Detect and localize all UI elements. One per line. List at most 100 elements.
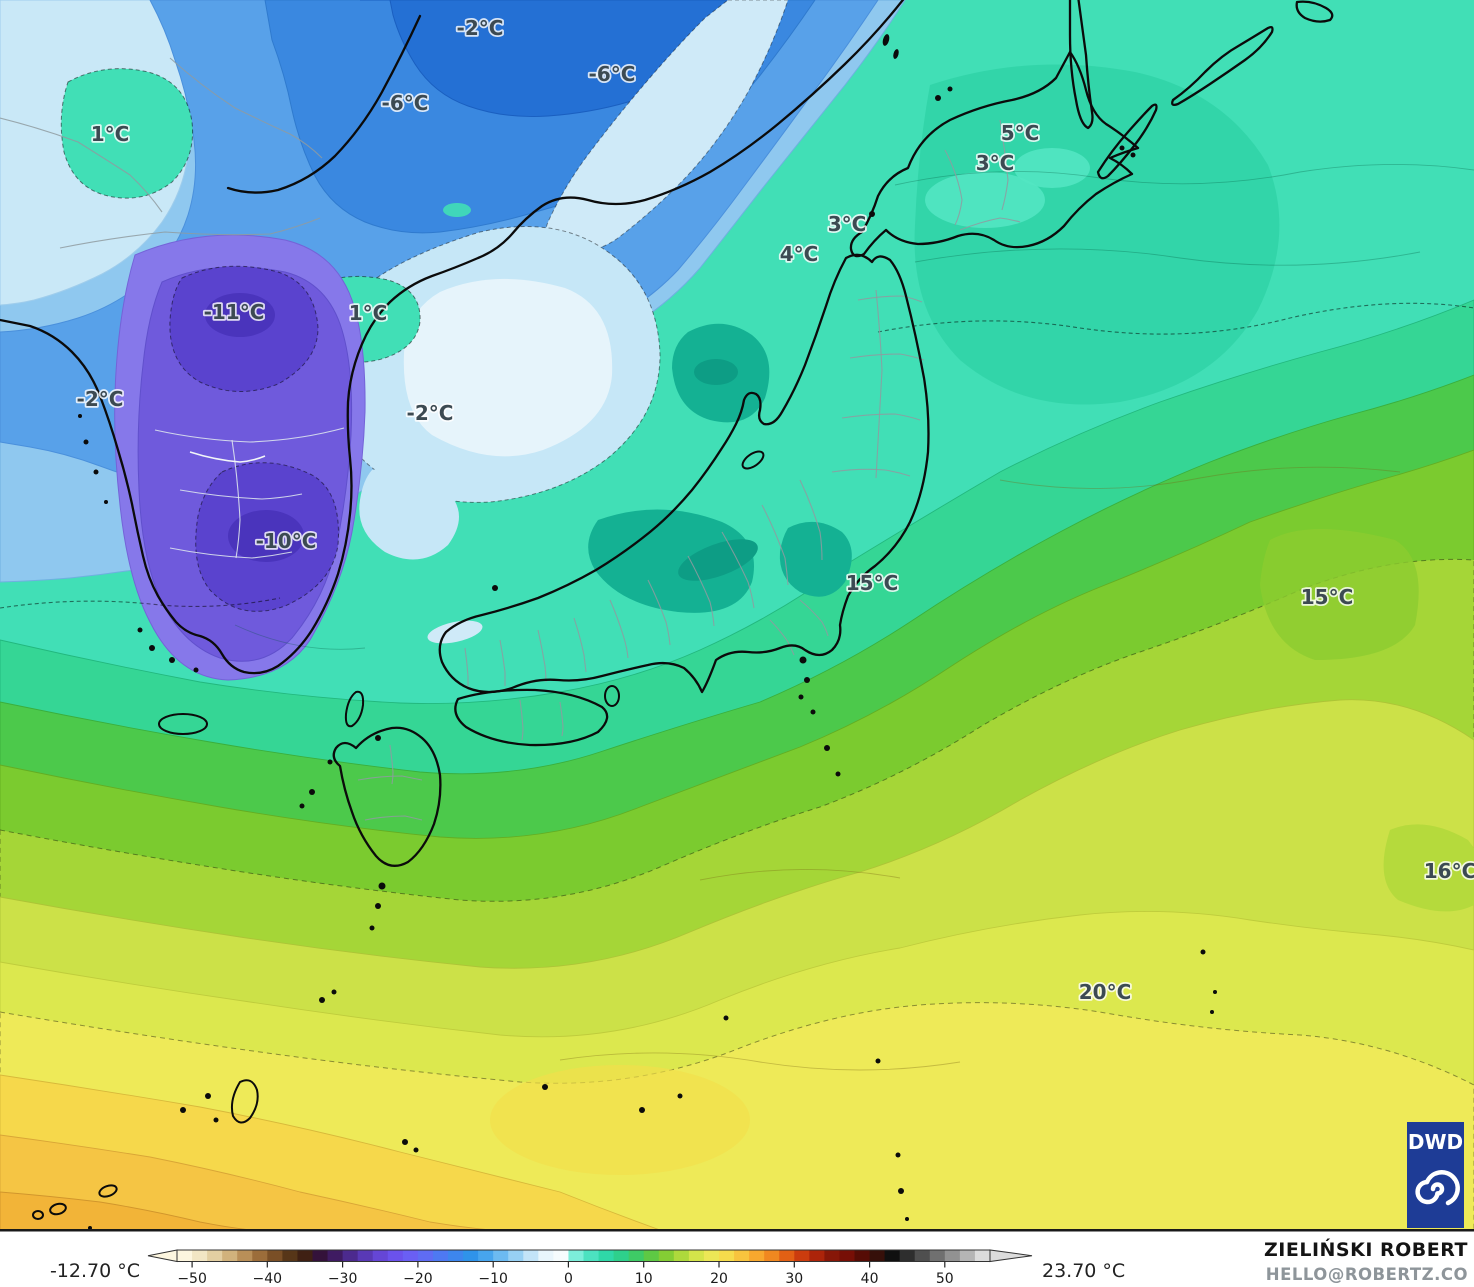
colorbar-cell xyxy=(493,1250,509,1262)
colorbar-cell xyxy=(417,1250,434,1262)
contact-email: HELLO@ROBERTZ.CO xyxy=(1266,1265,1468,1284)
temperature-label: -2°C xyxy=(77,387,124,411)
mainland-korea-coast xyxy=(0,0,905,675)
temperature-label: 5°C xyxy=(1001,121,1040,145)
colorbar-cell xyxy=(869,1250,886,1262)
colorbar-cell xyxy=(312,1250,329,1262)
colorbar-cell xyxy=(553,1250,570,1262)
dwd-logo: DWD xyxy=(1407,1122,1464,1228)
colorbar-cell xyxy=(327,1250,344,1262)
colorbar-cell xyxy=(478,1250,494,1262)
colorbar-gradient xyxy=(177,1250,991,1262)
hokkaido-coast xyxy=(849,50,1140,258)
colorbar-min-value: -12.70 °C xyxy=(50,1260,140,1282)
colorbar-cell xyxy=(538,1250,554,1262)
colorbar-cell xyxy=(719,1250,735,1262)
colorbar-right-arrow xyxy=(989,1249,1033,1263)
colorbar-cell xyxy=(749,1250,765,1262)
colorbar-cell xyxy=(959,1250,976,1262)
colorbar-cell xyxy=(779,1250,795,1262)
colorbar-cell xyxy=(824,1250,841,1262)
temperature-label: 4°C xyxy=(780,242,819,266)
temperature-label: 3°C xyxy=(976,151,1015,175)
kyushu-coast xyxy=(332,726,442,867)
small-islands xyxy=(78,34,1217,1230)
honshu-coast xyxy=(438,253,930,694)
map-area: -2°C -6°C -6°C 1°C 5°C 3°C 3°C 4°C -11°C 1°C -2°C -… xyxy=(0,0,1474,1230)
warm-temperature-bands xyxy=(0,299,1474,1230)
colorbar-tick-label: −30 xyxy=(328,1271,358,1287)
temperature-label: -11°C xyxy=(204,300,265,324)
colorbar-cell xyxy=(884,1250,901,1262)
colorbar-tick-label: −50 xyxy=(177,1271,207,1287)
contour-lines xyxy=(0,164,1474,1071)
colorbar-cell xyxy=(222,1250,238,1262)
colorbar-cell xyxy=(929,1250,946,1262)
map-frame-bottom xyxy=(0,1229,1474,1232)
temperature-label: 3°C xyxy=(828,212,867,236)
colorbar-cell xyxy=(237,1250,253,1262)
colorbar-tick-label: 30 xyxy=(785,1271,803,1287)
colorbar-cell xyxy=(372,1250,389,1262)
temperature-label: 16°C xyxy=(1424,859,1474,883)
colorbar-cell xyxy=(463,1250,479,1262)
colorbar-cell xyxy=(282,1250,299,1262)
colorbar-cell xyxy=(568,1250,585,1262)
colorbar-cell xyxy=(658,1250,675,1262)
temperature-label: -2°C xyxy=(407,401,454,425)
temperature-labels: -2°C -6°C -6°C 1°C 5°C 3°C 3°C 4°C -11°C 1°C -2°C -… xyxy=(75,14,1474,1006)
colorbar-tick-label: 50 xyxy=(936,1271,954,1287)
temperature-label: 1°C xyxy=(349,301,388,325)
colorbar-cell xyxy=(192,1250,208,1262)
colorbar-cell xyxy=(207,1250,223,1262)
colorbar-cell xyxy=(297,1250,314,1262)
colorbar-cell xyxy=(809,1250,825,1262)
temperature-label: -6°C xyxy=(589,62,636,86)
colorbar-cell xyxy=(508,1250,524,1262)
colorbar-cell xyxy=(357,1250,374,1262)
temperature-label: 15°C xyxy=(846,571,899,595)
coastlines xyxy=(0,0,1334,1230)
temperature-label: -6°C xyxy=(382,91,429,115)
temperature-label: 20°C xyxy=(1079,980,1132,1004)
colorbar-tick-label: −20 xyxy=(403,1271,433,1287)
dwd-spiral-icon xyxy=(1415,1170,1460,1206)
temperature-label: 1°C xyxy=(91,122,130,146)
colorbar-cell xyxy=(688,1250,705,1262)
colorbar-cell xyxy=(448,1250,464,1262)
colorbar-left-arrow xyxy=(147,1249,178,1263)
colorbar-cell xyxy=(252,1250,268,1262)
colorbar-cell xyxy=(613,1250,630,1262)
colorbar-border xyxy=(176,1249,991,1262)
colorbar-cell xyxy=(628,1250,645,1262)
colorbar-cell xyxy=(583,1250,600,1262)
colorbar-cell xyxy=(899,1250,916,1262)
shikoku-coast xyxy=(454,688,609,747)
colorbar-cell xyxy=(914,1250,931,1262)
admin-borders xyxy=(0,57,1021,821)
colorbar-cell xyxy=(643,1250,660,1262)
temperature-colorbar: −50 −40 −30 −20 −10 0 10 20 30 40 50 -12.70 °C 23.… xyxy=(50,1249,1125,1287)
colorbar-cell xyxy=(734,1250,750,1262)
colorbar-ticks: −50 −40 −30 −20 −10 0 10 20 30 40 50 xyxy=(177,1261,954,1287)
colorbar-tick-label: 20 xyxy=(710,1271,728,1287)
colorbar-tick-label: 10 xyxy=(635,1271,653,1287)
colorbar-cell xyxy=(342,1250,359,1262)
colorbar-cell xyxy=(764,1250,780,1262)
colorbar-max-value: 23.70 °C xyxy=(1042,1260,1125,1282)
colorbar-cell xyxy=(402,1250,419,1262)
colorbar-tick-label: 40 xyxy=(861,1271,879,1287)
colorbar-cell xyxy=(974,1250,991,1262)
colorbar-cell xyxy=(267,1250,283,1262)
colorbar-cell xyxy=(523,1250,539,1262)
colorbar-cell xyxy=(673,1250,690,1262)
colorbar-cell xyxy=(177,1250,193,1262)
colorbar-cell xyxy=(432,1250,449,1262)
colorbar-cell xyxy=(944,1250,961,1262)
colorbar-cell xyxy=(387,1250,404,1262)
colorbar-cell xyxy=(598,1250,615,1262)
cold-temperature-regions xyxy=(0,0,906,681)
colorbar-cell xyxy=(839,1250,856,1262)
